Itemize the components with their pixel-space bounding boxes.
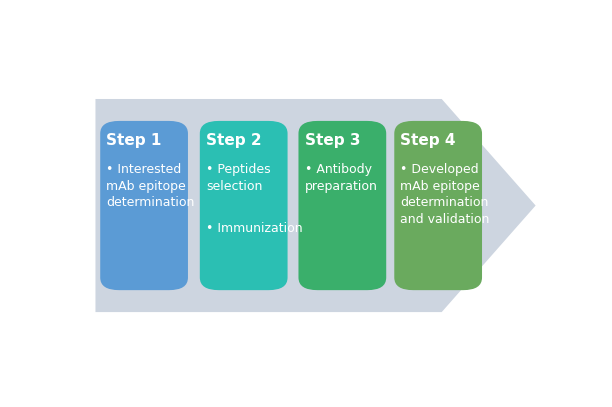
Text: • Antibody
preparation: • Antibody preparation [305,163,378,193]
Text: • Immunization: • Immunization [206,221,302,234]
Text: • Peptides
selection: • Peptides selection [206,163,271,193]
FancyBboxPatch shape [100,121,188,290]
FancyBboxPatch shape [394,121,482,290]
Text: Step 2: Step 2 [206,133,261,149]
Text: • Developed
mAb epitope
determination
and validation: • Developed mAb epitope determination an… [400,163,490,226]
Text: Step 3: Step 3 [305,133,360,149]
Text: • Interested
mAb epitope
determination: • Interested mAb epitope determination [106,163,195,209]
Polygon shape [95,99,536,312]
FancyBboxPatch shape [200,121,288,290]
Text: Step 1: Step 1 [106,133,162,149]
FancyBboxPatch shape [299,121,386,290]
Text: Step 4: Step 4 [400,133,456,149]
